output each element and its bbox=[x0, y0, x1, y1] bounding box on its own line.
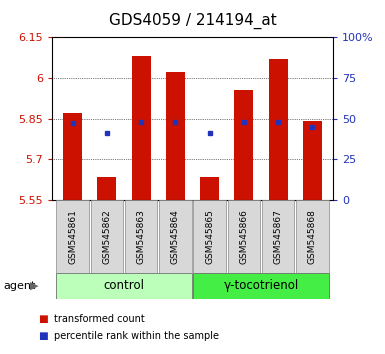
Bar bbox=[97, 177, 116, 200]
Text: GSM545863: GSM545863 bbox=[137, 209, 146, 264]
Text: percentile rank within the sample: percentile rank within the sample bbox=[54, 331, 219, 341]
Bar bbox=[56, 200, 89, 273]
Text: agent: agent bbox=[4, 281, 36, 291]
Text: GSM545861: GSM545861 bbox=[68, 209, 77, 264]
Text: GSM545864: GSM545864 bbox=[171, 209, 180, 264]
Text: control: control bbox=[104, 279, 144, 292]
Bar bbox=[262, 200, 295, 273]
Bar bbox=[193, 273, 329, 299]
Text: GSM545865: GSM545865 bbox=[205, 209, 214, 264]
Bar bbox=[166, 73, 185, 200]
Text: ■: ■ bbox=[38, 314, 48, 324]
Text: GSM545866: GSM545866 bbox=[239, 209, 248, 264]
Text: ▶: ▶ bbox=[30, 281, 38, 291]
Text: GSM545867: GSM545867 bbox=[274, 209, 283, 264]
Bar bbox=[296, 200, 329, 273]
Text: ■: ■ bbox=[38, 331, 48, 341]
Text: GDS4059 / 214194_at: GDS4059 / 214194_at bbox=[109, 12, 276, 29]
Text: GSM545868: GSM545868 bbox=[308, 209, 317, 264]
Bar bbox=[56, 273, 192, 299]
Bar bbox=[269, 59, 288, 200]
Bar bbox=[228, 200, 260, 273]
Bar bbox=[132, 56, 151, 200]
Bar bbox=[90, 200, 123, 273]
Text: GSM545862: GSM545862 bbox=[102, 209, 111, 264]
Bar bbox=[200, 177, 219, 200]
Text: transformed count: transformed count bbox=[54, 314, 145, 324]
Bar bbox=[193, 200, 226, 273]
Bar bbox=[125, 200, 157, 273]
Bar bbox=[234, 90, 253, 200]
Bar bbox=[303, 121, 322, 200]
Bar bbox=[63, 113, 82, 200]
Bar bbox=[159, 200, 192, 273]
Text: γ-tocotrienol: γ-tocotrienol bbox=[223, 279, 299, 292]
